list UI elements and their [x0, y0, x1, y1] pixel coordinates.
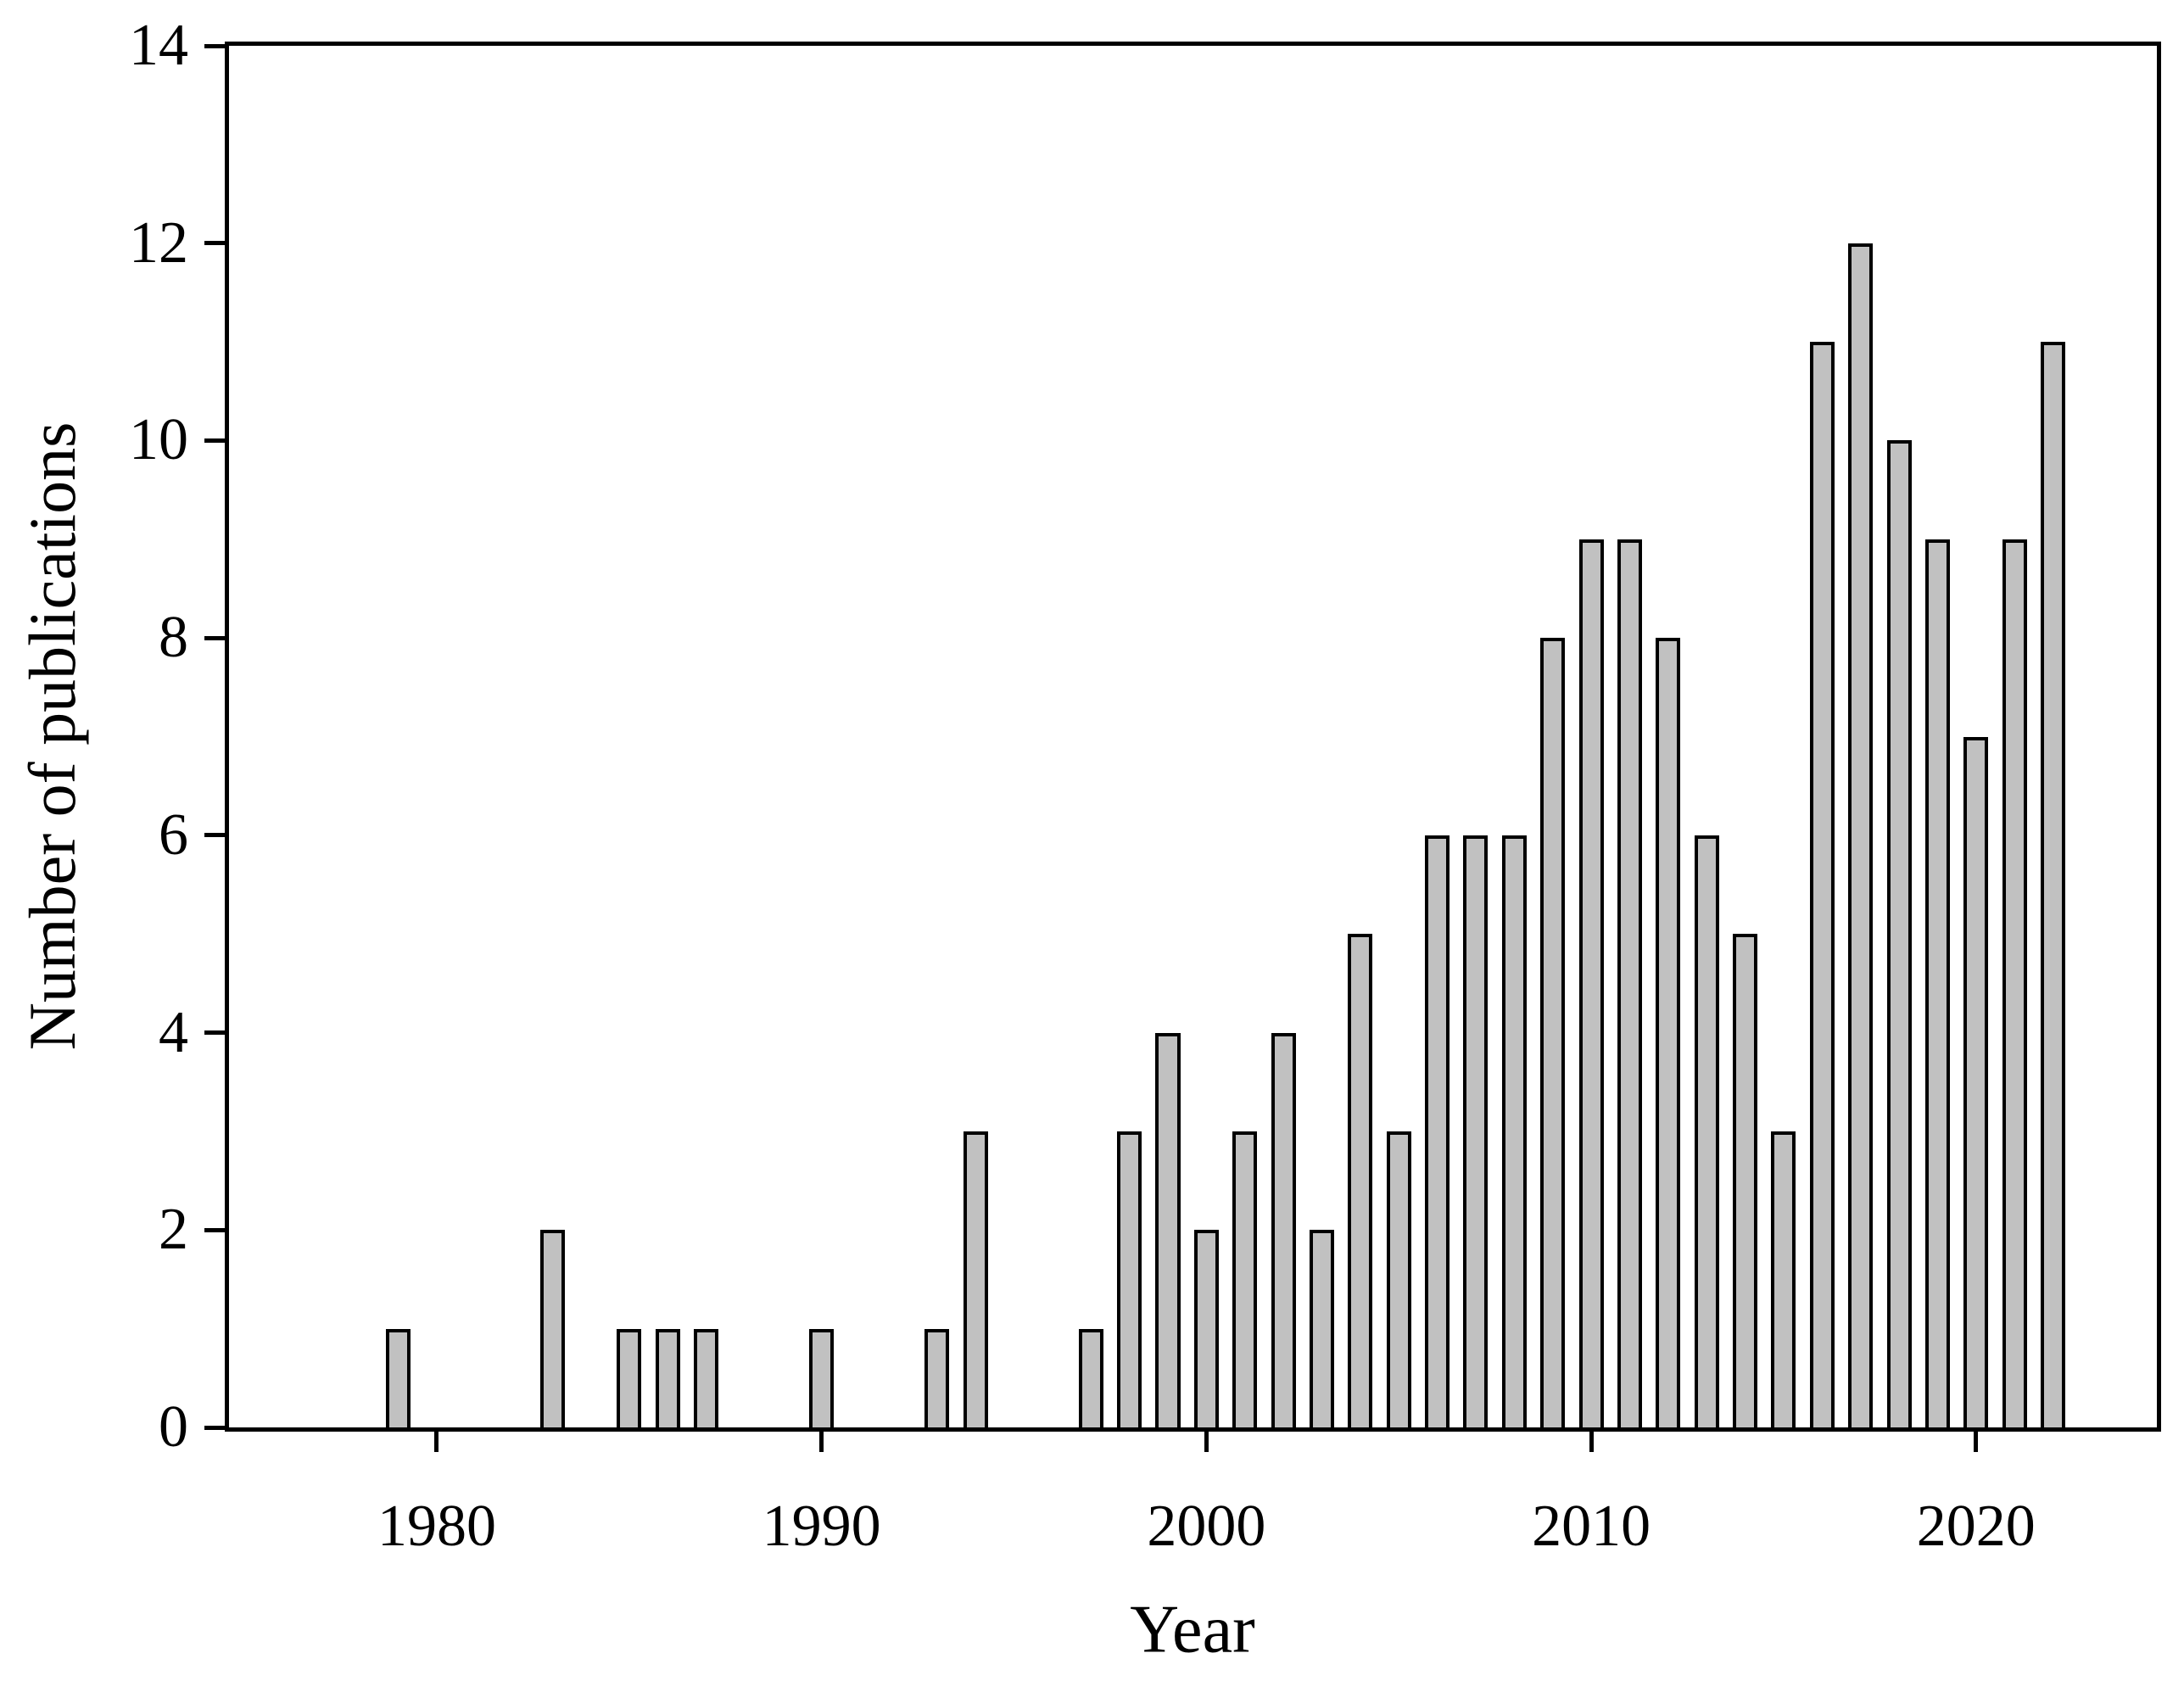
bar-2017: [1848, 243, 1874, 1427]
bar-1979: [386, 1328, 411, 1427]
y-tick-14: [204, 43, 225, 48]
bar-2019: [1924, 539, 1950, 1427]
bar-1990: [809, 1328, 835, 1427]
bar-1998: [1117, 1131, 1142, 1427]
x-tick-1980: [434, 1432, 439, 1452]
bar-2013: [1694, 835, 1719, 1427]
x-tick-label-1980: 1980: [377, 1494, 496, 1559]
x-tick-label-2010: 2010: [1532, 1494, 1651, 1559]
bar-2010: [1578, 539, 1604, 1427]
y-tick-label-4: 4: [159, 999, 188, 1065]
bar-2011: [1617, 539, 1642, 1427]
y-tick-8: [204, 635, 225, 640]
bar-2008: [1501, 835, 1527, 1427]
x-tick-label-2020: 2020: [1916, 1494, 2036, 1559]
y-tick-10: [204, 438, 225, 443]
bar-2014: [1733, 934, 1758, 1427]
x-tick-2020: [1974, 1432, 1979, 1452]
bar-2006: [1425, 835, 1450, 1427]
bar-1993: [924, 1328, 950, 1427]
bar-1987: [694, 1328, 719, 1427]
y-tick-label-14: 14: [129, 13, 188, 78]
bar-1999: [1155, 1032, 1181, 1427]
x-tick-label-2000: 2000: [1147, 1494, 1266, 1559]
plot-area: 0 2 4 6 8 10 12 14 1980 1990 2000 2010 2020: [129, 16, 2161, 1556]
bar-2004: [1348, 934, 1373, 1427]
bar-1983: [539, 1230, 565, 1427]
bar-2002: [1271, 1032, 1296, 1427]
y-tick-12: [204, 241, 225, 246]
bar-2007: [1463, 835, 1489, 1427]
y-tick-label-6: 6: [159, 801, 188, 868]
y-tick-label-12: 12: [129, 209, 188, 276]
bar-2012: [1656, 638, 1681, 1427]
bar-2018: [1886, 440, 1912, 1427]
y-tick-0: [204, 1425, 225, 1430]
x-axis-title: Year: [1130, 1592, 1255, 1667]
x-tick-1990: [819, 1432, 824, 1452]
x-tick-label-1990: 1990: [762, 1494, 881, 1559]
bar-2021: [2002, 539, 2027, 1427]
bar-2015: [1771, 1131, 1796, 1427]
y-tick-label-10: 10: [129, 407, 188, 473]
y-tick-2: [204, 1227, 225, 1232]
bar-2000: [1193, 1230, 1219, 1427]
x-tick-2010: [1589, 1432, 1594, 1452]
x-tick-2000: [1204, 1432, 1209, 1452]
bar-1986: [655, 1328, 680, 1427]
bar-1994: [963, 1131, 988, 1427]
bar-2005: [1386, 1131, 1411, 1427]
bar-1985: [617, 1328, 642, 1427]
bar-2001: [1232, 1131, 1258, 1427]
y-tick-label-0: 0: [159, 1394, 188, 1460]
bar-2003: [1309, 1230, 1334, 1427]
bar-2016: [1809, 342, 1835, 1427]
y-tick-label-2: 2: [159, 1197, 188, 1263]
y-tick-6: [204, 833, 225, 838]
bar-2022: [2040, 342, 2066, 1427]
y-axis-title: Number of publications: [15, 422, 89, 1051]
bar-1997: [1078, 1328, 1103, 1427]
y-tick-label-8: 8: [159, 605, 188, 671]
bar-2020: [1963, 736, 1989, 1427]
bar-2009: [1540, 638, 1566, 1427]
y-tick-4: [204, 1030, 225, 1036]
